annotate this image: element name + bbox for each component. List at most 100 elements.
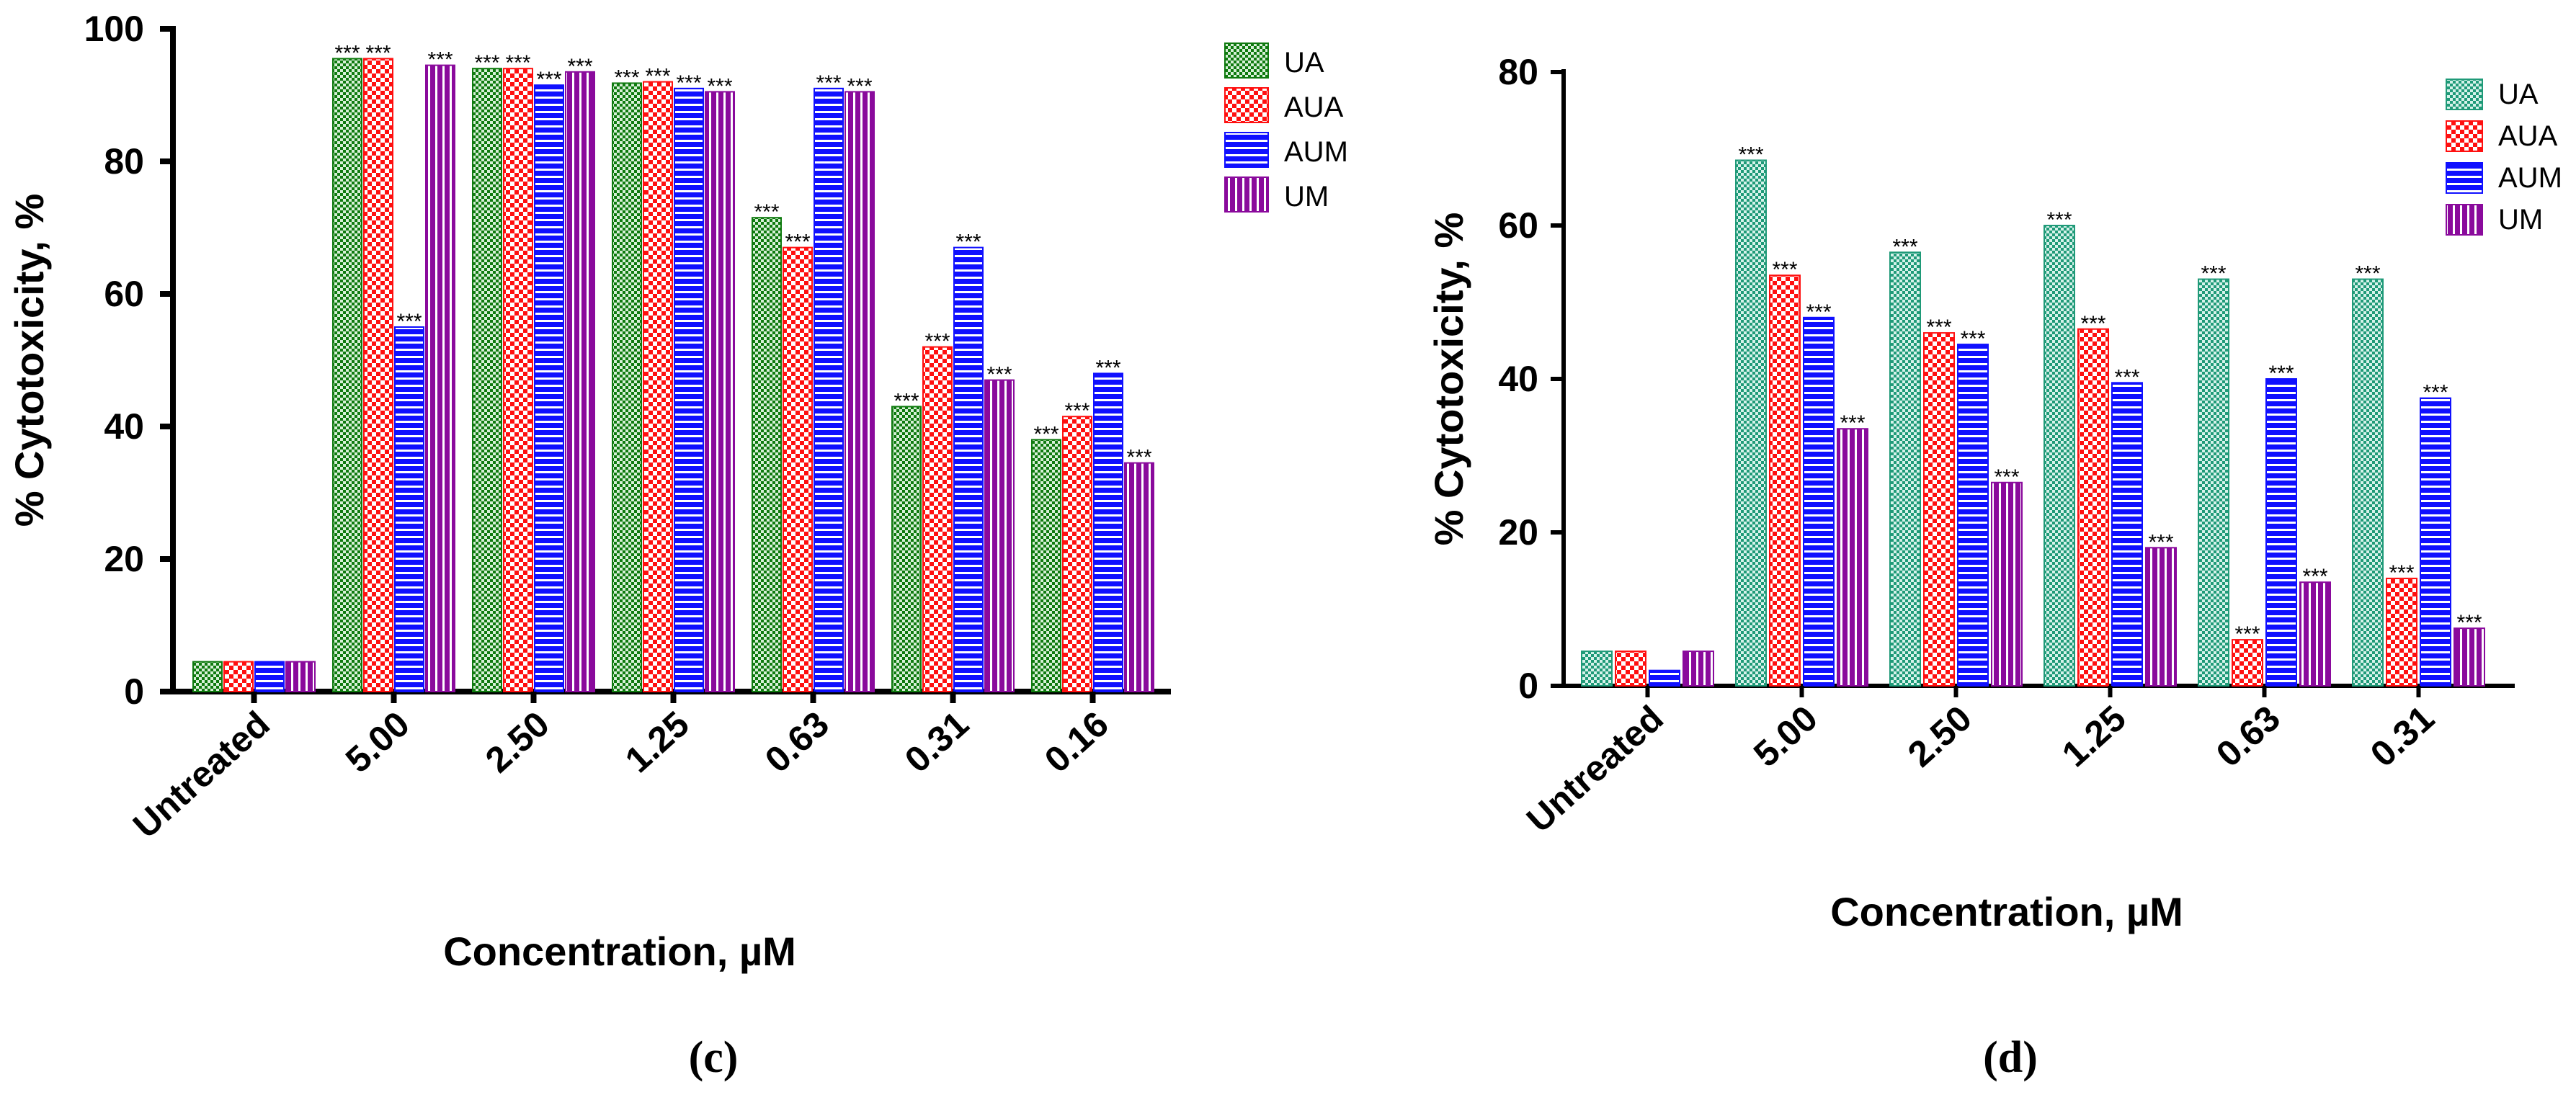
significance-label: *** xyxy=(1926,316,1951,339)
bar-UA xyxy=(752,217,782,692)
bar-AUM xyxy=(674,87,704,693)
significance-label: *** xyxy=(2456,611,2482,635)
legend-label-AUM: AUM xyxy=(1284,136,1348,168)
x-tick-label: 0.63 xyxy=(2209,698,2288,775)
panel-label-d: (d) xyxy=(1983,1033,2038,1082)
significance-label: *** xyxy=(1994,465,2019,489)
bar-UA xyxy=(1031,439,1061,693)
bar-AUA xyxy=(643,81,673,693)
legend-swatch-AUM xyxy=(1224,132,1269,168)
significance-label: *** xyxy=(1960,327,1985,351)
significance-label: *** xyxy=(2114,365,2139,389)
bar-AUA xyxy=(783,246,813,693)
significance-label: *** xyxy=(427,48,453,72)
bar-AUA xyxy=(1615,651,1646,687)
legend-label-AUM: AUM xyxy=(2498,162,2562,194)
significance-label: *** xyxy=(567,55,592,79)
bar-AUA xyxy=(1923,332,1955,687)
x-tick-label: 0.31 xyxy=(2363,698,2442,775)
bar-UM xyxy=(844,91,875,692)
significance-label: *** xyxy=(1738,143,1763,166)
y-tick-label: 100 xyxy=(84,9,144,49)
x-axis-title: Concentration, µM xyxy=(443,929,796,974)
bar-AUM xyxy=(1093,372,1123,693)
chart-panel-d: 0 20 40 60 80 Untreated *** *** *** *** 5.00 *** ***… xyxy=(1426,52,2562,934)
significance-label: *** xyxy=(893,389,919,413)
bar-UA xyxy=(1581,651,1613,687)
bar-UM xyxy=(1124,462,1154,692)
legend-label-UA: UA xyxy=(2498,79,2539,110)
bar-AUA xyxy=(922,346,953,692)
significance-label: *** xyxy=(1095,356,1120,380)
y-tick-label: 60 xyxy=(104,274,144,314)
bar-UM xyxy=(984,379,1015,692)
bar-UM xyxy=(285,661,316,692)
significance-label: *** xyxy=(754,200,779,224)
bar-UM xyxy=(2299,581,2331,687)
significance-label: *** xyxy=(2355,262,2380,286)
significance-label: *** xyxy=(396,310,422,334)
legend-swatch-UM xyxy=(1224,176,1269,213)
bar-UA xyxy=(2352,278,2384,687)
legend-swatch-UA xyxy=(1224,43,1269,79)
y-tick-label: 40 xyxy=(1498,359,1538,399)
significance-label: *** xyxy=(924,330,950,354)
legend-label-AUA: AUA xyxy=(2498,120,2558,152)
legend-swatch-UM xyxy=(2446,204,2483,236)
significance-label: *** xyxy=(986,363,1012,387)
significance-label: *** xyxy=(2268,362,2294,385)
bar-AUM xyxy=(254,661,285,692)
significance-label: *** xyxy=(2080,312,2105,336)
bar-UA xyxy=(2044,225,2075,687)
x-tick-label: 2.50 xyxy=(478,704,557,781)
bar-UA xyxy=(2198,278,2229,687)
bar-AUA xyxy=(2232,639,2263,687)
bar-UM xyxy=(1991,481,2023,687)
legend-swatch-AUA xyxy=(1224,87,1269,123)
x-tick-label: 0.31 xyxy=(897,704,976,781)
bar-UA xyxy=(1735,159,1767,687)
bar-UM xyxy=(1683,651,1714,687)
significance-label: *** xyxy=(1892,235,1917,259)
x-tick-label: Untreated xyxy=(125,704,277,846)
bar-UM xyxy=(705,91,735,692)
significance-label: *** xyxy=(955,231,981,254)
significance-label: *** xyxy=(676,71,701,95)
bar-AUM xyxy=(953,246,984,693)
bar-AUM xyxy=(2420,397,2451,687)
x-tick-label: 1.25 xyxy=(618,704,697,781)
y-tick-label: 40 xyxy=(104,406,144,447)
bar-AUA xyxy=(503,68,533,692)
significance-label: *** xyxy=(2234,622,2260,646)
bar-UM xyxy=(565,71,595,693)
x-tick-label: 5.00 xyxy=(338,704,417,781)
significance-label: *** xyxy=(645,65,670,89)
legend: UA AUA AUM UM xyxy=(2446,79,2562,236)
x-tick-label: 2.50 xyxy=(1900,698,1979,775)
bar-UA xyxy=(612,82,642,692)
significance-label: *** xyxy=(1806,300,1831,324)
bar-AUA xyxy=(1062,416,1092,692)
legend-swatch-UA xyxy=(2446,79,2483,110)
bar-AUM xyxy=(2265,378,2297,687)
y-tick-label: 0 xyxy=(124,671,144,712)
significance-label: *** xyxy=(707,74,732,98)
significance-label: *** xyxy=(1033,422,1059,446)
bar-AUA xyxy=(1769,274,1801,687)
significance-label: *** xyxy=(785,231,810,254)
significance-label: *** xyxy=(505,51,530,75)
x-tick-label: Untreated xyxy=(1519,698,1671,841)
bar-UM xyxy=(1837,428,1868,687)
significance-label: *** xyxy=(334,41,360,65)
significance-label: *** xyxy=(474,51,499,75)
significance-label: *** xyxy=(847,74,872,98)
significance-label: *** xyxy=(1772,258,1797,282)
significance-label: *** xyxy=(1126,446,1151,470)
bar-AUA xyxy=(2386,577,2417,687)
significance-label: *** xyxy=(1064,399,1089,423)
x-tick-label: 5.00 xyxy=(1746,698,1825,775)
significance-label: *** xyxy=(2148,530,2173,554)
y-tick-label: 20 xyxy=(104,539,144,579)
significance-label: *** xyxy=(614,66,639,89)
